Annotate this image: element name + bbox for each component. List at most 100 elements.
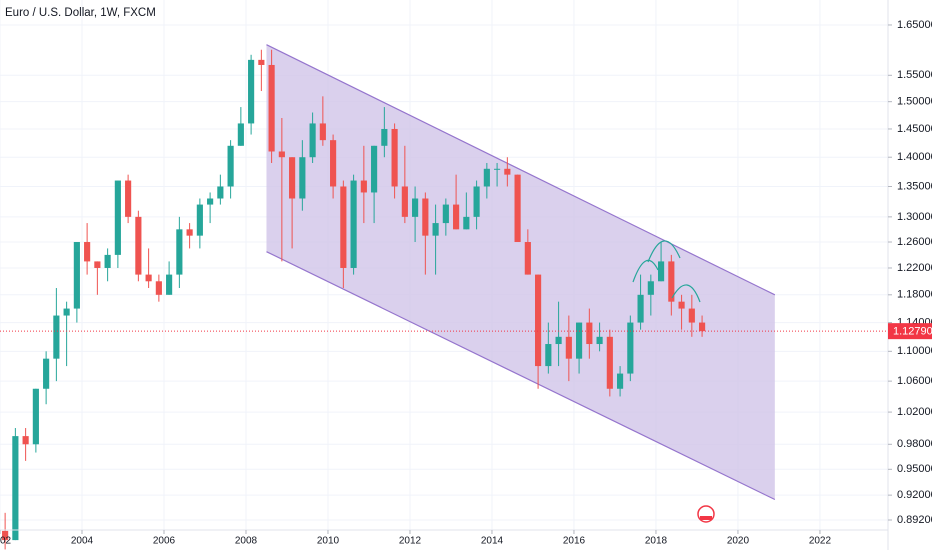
candle-body	[350, 180, 357, 268]
overlay	[632, 240, 715, 523]
candle-body	[299, 157, 306, 199]
candle-body	[545, 344, 552, 367]
candle-body	[442, 204, 449, 224]
y-tick-label: 1.06000	[897, 375, 932, 387]
candle-body	[668, 261, 675, 302]
channel-lower	[266, 251, 776, 501]
y-tick-label: 1.65000	[897, 19, 932, 31]
candle-body	[555, 336, 562, 345]
x-tick-label: 2020	[727, 536, 750, 547]
x-tick-label: 2018	[645, 536, 668, 547]
candle-body	[268, 64, 275, 152]
candle-body	[647, 281, 654, 295]
candle-body	[289, 157, 296, 199]
head	[647, 240, 681, 263]
x-tick-label: 2014	[481, 536, 504, 547]
candle-body	[125, 180, 132, 217]
candle-body	[166, 274, 173, 295]
candle-body	[576, 322, 583, 359]
candle-body	[535, 274, 542, 367]
candle-body	[196, 204, 203, 236]
candle-body	[135, 216, 142, 275]
candle-body	[155, 281, 162, 295]
candle-body	[53, 315, 60, 359]
candle-body	[2, 530, 9, 541]
candle-body	[463, 216, 470, 230]
candle-body	[237, 123, 244, 146]
y-tick-label: 1.40000	[897, 151, 932, 163]
timeline-icon-base	[700, 516, 712, 520]
candle-body	[473, 186, 480, 217]
y-tick-label: 1.22000	[897, 262, 932, 274]
left-shoulder	[632, 259, 659, 283]
x-tick-label: 2008	[235, 536, 258, 547]
candle-body	[94, 261, 101, 268]
candle-body	[176, 229, 183, 275]
candle-body	[658, 261, 665, 282]
last-price-label: 1.12790	[893, 326, 932, 338]
candle-body	[227, 145, 234, 187]
candle-body	[422, 198, 429, 236]
candle-body	[371, 145, 378, 193]
candle-body	[145, 274, 152, 282]
y-tick-label: 1.50000	[897, 96, 932, 108]
candle-body	[22, 436, 29, 445]
candle-body	[453, 204, 460, 230]
candle-body	[32, 388, 39, 445]
candle-body	[617, 373, 624, 389]
candle-body	[12, 436, 19, 541]
y-tick-label: 1.26000	[897, 236, 932, 248]
candle-body	[84, 242, 91, 262]
candle-body	[258, 59, 265, 65]
y-tick-label: 1.10000	[897, 345, 932, 357]
candles	[2, 49, 706, 550]
candle-body	[43, 358, 50, 389]
y-tick-label: 1.55000	[897, 69, 932, 81]
chart-title: Euro / U.S. Dollar, 1W, FXCM	[5, 7, 156, 19]
x-tick-label: 2006	[153, 536, 176, 547]
candle-body	[278, 151, 285, 158]
candle-body	[483, 168, 490, 187]
candle-body	[699, 322, 706, 332]
candle-body	[606, 336, 613, 389]
y-tick-label: 1.30000	[897, 211, 932, 223]
candle-body	[309, 123, 316, 158]
candle-body	[432, 223, 439, 236]
candle-body	[73, 242, 80, 309]
x-tick-label: 2022	[809, 536, 832, 547]
x-tick-label: 2004	[71, 536, 94, 547]
candle-body	[319, 123, 326, 141]
candle-body	[248, 59, 255, 124]
channel-upper	[266, 44, 776, 296]
candle-body	[114, 180, 121, 255]
candle-body	[596, 336, 603, 345]
candle-body	[63, 308, 70, 316]
last-price-box	[888, 323, 932, 340]
candle-body	[565, 336, 572, 359]
candle-body	[494, 168, 501, 170]
y-tick-label: 1.35000	[897, 180, 932, 192]
candle-body	[217, 186, 224, 199]
candle-body	[207, 198, 214, 205]
x-tick-label: 2010	[317, 536, 340, 547]
candle-body	[360, 180, 367, 193]
candle-body	[504, 168, 511, 175]
candle-body	[401, 186, 408, 217]
candle-body	[412, 198, 419, 217]
candle-body	[186, 229, 193, 236]
candle-body	[104, 254, 111, 268]
candle-body	[524, 242, 531, 275]
candle-body	[637, 294, 644, 323]
y-tick-label: 1.45000	[897, 123, 932, 135]
right-shoulder	[671, 284, 701, 303]
candle-body	[678, 301, 685, 309]
candle-body	[340, 186, 347, 268]
candle-body	[586, 322, 593, 345]
y-tick-label: 1.18000	[897, 289, 932, 301]
